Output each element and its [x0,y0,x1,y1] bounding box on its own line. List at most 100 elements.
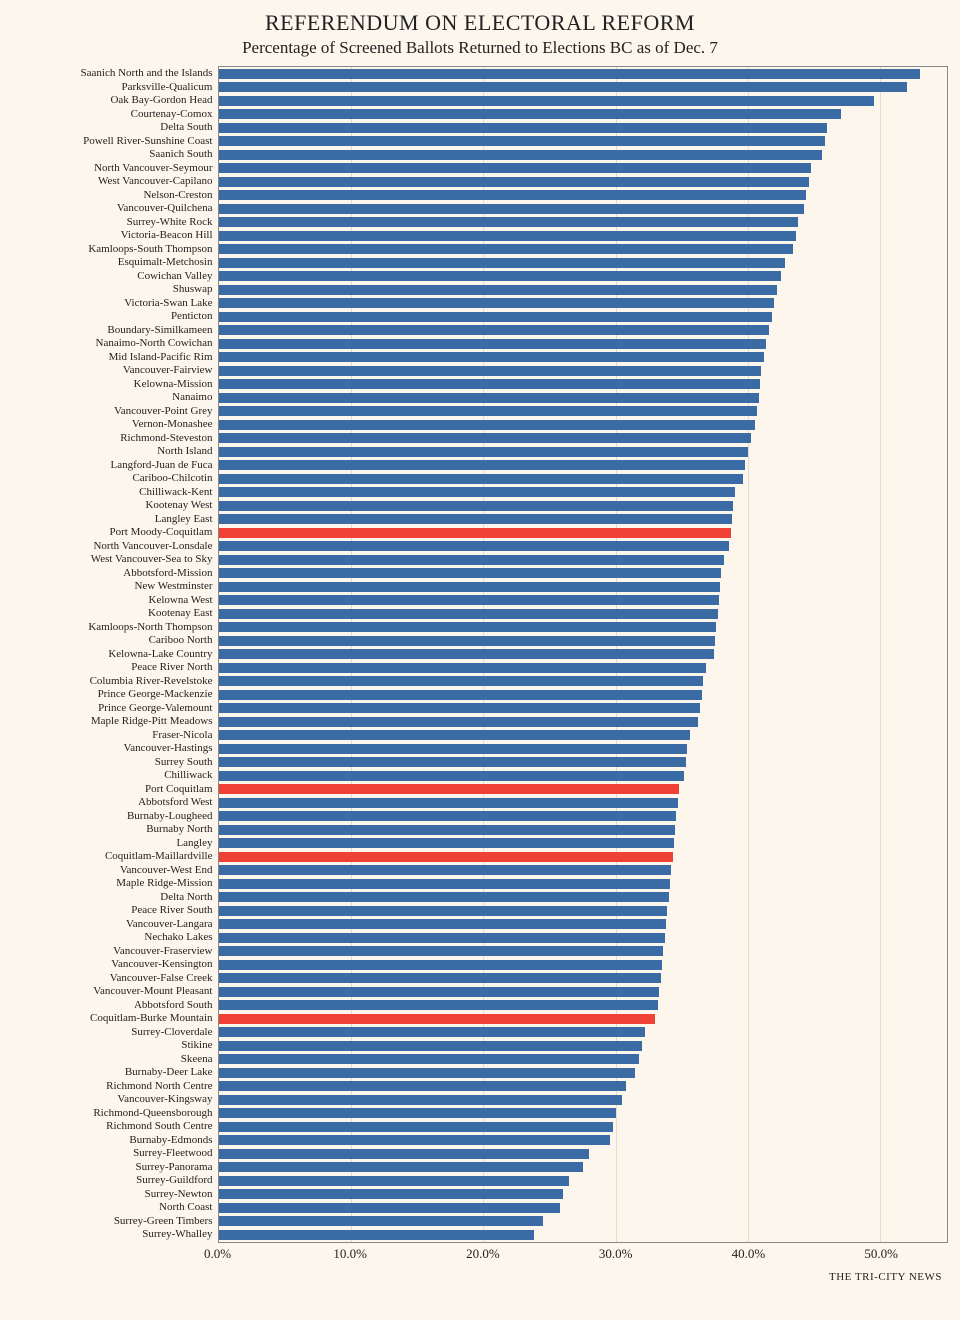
bar-label: Kelowna West [14,595,219,606]
bar [219,960,662,970]
bar [219,460,746,470]
bar [219,1135,611,1145]
bar-label: Boundary-Similkameen [14,325,219,336]
bar [219,501,734,511]
bar-label: North Vancouver-Seymour [14,163,219,174]
bar-row: Victoria-Beacon Hill [219,229,947,243]
bar-label: Peace River South [14,905,219,916]
bar-row: Port Coquitlam [219,783,947,797]
bar [219,649,714,659]
bar-row: Kootenay West [219,499,947,513]
bar-label: West Vancouver-Capilano [14,176,219,187]
bar-label: Kamloops-South Thompson [14,244,219,255]
bar-label: Saanich North and the Islands [14,68,219,79]
bar-label: Vancouver-Langara [14,919,219,930]
bar [219,825,676,835]
bar [219,744,688,754]
bar [219,1176,570,1186]
bar-row: Surrey-Cloverdale [219,1026,947,1040]
bar-label: Vancouver-Fairview [14,365,219,376]
bar-label: Chilliwack-Kent [14,487,219,498]
bar-label: Langley East [14,514,219,525]
bar [219,892,669,902]
bar [219,150,823,160]
bar-label: Delta North [14,892,219,903]
bar [219,393,759,403]
bar [219,1216,543,1226]
bar-row: West Vancouver-Sea to Sky [219,553,947,567]
bar [219,582,721,592]
bars-region: Saanich North and the IslandsParksville-… [218,66,948,1243]
bar-row: Mid Island-Pacific Rim [219,351,947,365]
bar [219,352,764,362]
bar-label: Kelowna-Lake Country [14,649,219,660]
bar-label: Saanich South [14,149,219,160]
bar-row: Maple Ridge-Pitt Meadows [219,715,947,729]
bar-row: Columbia River-Revelstoke [219,675,947,689]
bar [219,987,660,997]
bar-row: Abbotsford South [219,999,947,1013]
bar-label: Richmond-Steveston [14,433,219,444]
x-tick-label: 30.0% [599,1246,633,1262]
bar-row: Boundary-Similkameen [219,324,947,338]
bar-row: Maple Ridge-Mission [219,877,947,891]
bar [219,919,666,929]
bar-label: Kelowna-Mission [14,379,219,390]
x-tick-label: 0.0% [204,1246,231,1262]
bar-row: Richmond-Steveston [219,432,947,446]
bar [219,285,778,295]
bar-row: Vancouver-False Creek [219,972,947,986]
bar-row: Vancouver-Langara [219,918,947,932]
bar [219,204,804,214]
x-tick-label: 50.0% [864,1246,898,1262]
bar-label: Surrey-Green Timbers [14,1216,219,1227]
bar-label: Cariboo-Chilcotin [14,473,219,484]
bar-label: Parksville-Qualicum [14,82,219,93]
bar [219,1189,563,1199]
bar [219,865,672,875]
bar [219,717,698,727]
plot-area: Saanich North and the IslandsParksville-… [13,66,948,1269]
bar-row: Parksville-Qualicum [219,81,947,95]
bar-row: Kelowna-Lake Country [219,648,947,662]
bar-label: Vancouver-Quilchena [14,203,219,214]
bar-row: Surrey-Green Timbers [219,1215,947,1229]
bar-label: Vancouver-Kensington [14,959,219,970]
chart-subtitle: Percentage of Screened Ballots Returned … [12,38,948,58]
bar-label: Victoria-Swan Lake [14,298,219,309]
bar [219,69,921,79]
bar-label: Port Coquitlam [14,784,219,795]
x-tick-label: 40.0% [732,1246,766,1262]
bar-row: Abbotsford West [219,796,947,810]
bar-row: Vernon-Monashee [219,418,947,432]
bar-label: Burnaby-Deer Lake [14,1067,219,1078]
bar-row: Cariboo North [219,634,947,648]
bar-label: Esquimalt-Metchosin [14,257,219,268]
bar [219,231,796,241]
bar-row: Vancouver-Quilchena [219,202,947,216]
bar [219,447,748,457]
bar-label: New Westminster [14,581,219,592]
bar-row: North Vancouver-Seymour [219,162,947,176]
bar-label: Maple Ridge-Pitt Meadows [14,716,219,727]
bar-row: Kelowna-Mission [219,378,947,392]
bar-row: Surrey-White Rock [219,216,947,230]
bar [219,541,730,551]
bar [219,933,665,943]
bar-row: Oak Bay-Gordon Head [219,94,947,108]
bar-label: Coquitlam-Maillardville [14,851,219,862]
bar-label: Abbotsford West [14,797,219,808]
bar [219,406,758,416]
bar-label: Coquitlam-Burke Mountain [14,1013,219,1024]
bar [219,1108,616,1118]
bar-row: West Vancouver-Capilano [219,175,947,189]
bar-row: Courtenay-Comox [219,108,947,122]
bar-label: Langford-Juan de Fuca [14,460,219,471]
bar [219,312,772,322]
bar-label: Surrey-Cloverdale [14,1027,219,1038]
bar-row: Kootenay East [219,607,947,621]
bar [219,123,828,133]
bar-row: Langley East [219,513,947,527]
bar-row: Nanaimo-North Cowichan [219,337,947,351]
bar-label: Columbia River-Revelstoke [14,676,219,687]
